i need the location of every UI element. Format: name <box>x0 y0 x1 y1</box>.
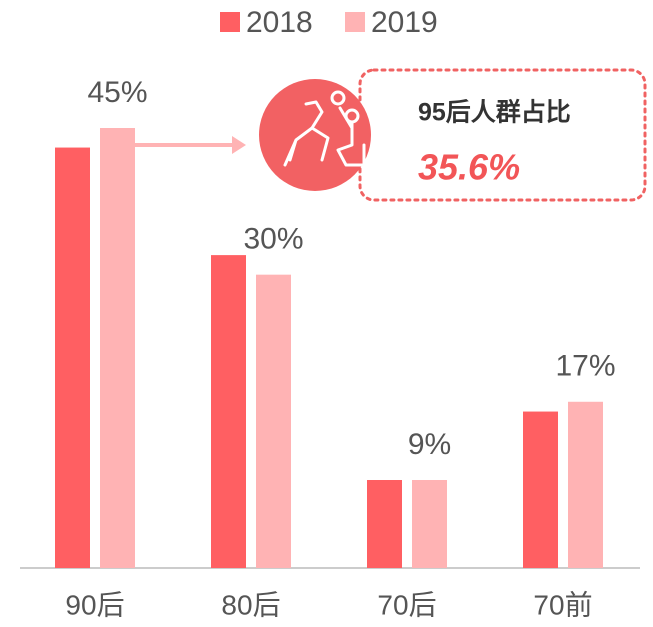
data-label: 9% <box>408 428 451 461</box>
callout-icon <box>283 90 366 167</box>
x-tick-label: 90后 <box>65 589 124 620</box>
bar <box>55 147 90 569</box>
bar <box>568 401 603 568</box>
bar <box>211 255 246 568</box>
x-tick-label: 70后 <box>377 589 436 620</box>
x-tick-label: 80后 <box>221 589 280 620</box>
bar <box>367 480 402 568</box>
bar <box>523 411 558 568</box>
callout-value: 35.6% <box>418 147 520 188</box>
bar <box>412 480 447 568</box>
callout-circle <box>259 79 371 191</box>
legend-label: 2018 <box>246 6 313 39</box>
data-label: 45% <box>87 76 147 109</box>
legend-swatch <box>220 12 240 32</box>
x-tick-label: 70前 <box>533 589 592 620</box>
callout-box <box>358 68 647 202</box>
callout-arrowhead <box>232 136 246 154</box>
callout-title: 95后人群占比 <box>418 99 571 127</box>
legend-label: 2019 <box>371 6 438 39</box>
data-label: 30% <box>243 223 303 256</box>
data-label: 17% <box>555 350 615 383</box>
bar <box>100 128 135 568</box>
bar <box>256 274 291 568</box>
legend-swatch <box>345 12 365 32</box>
